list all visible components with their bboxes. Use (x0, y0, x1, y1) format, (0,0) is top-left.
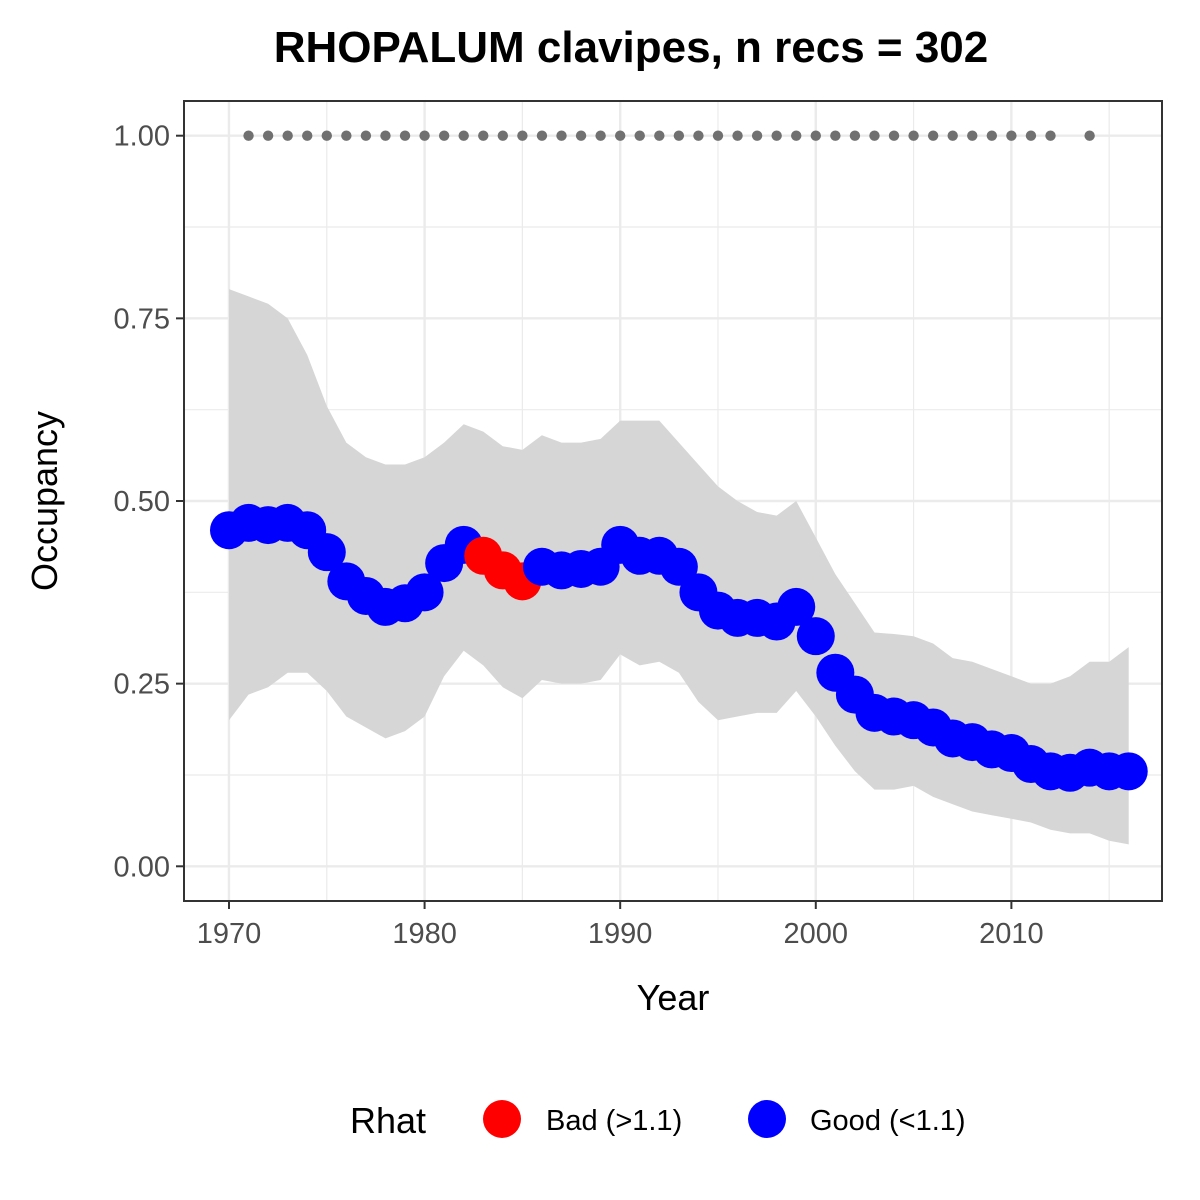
record-point (302, 130, 313, 141)
y-tick-label: 0.75 (114, 303, 170, 335)
legend-key-bad (483, 1100, 521, 1138)
record-point (751, 130, 763, 141)
legend-label-bad: Bad (>1.1) (546, 1105, 682, 1137)
x-tick-label: 1970 (197, 918, 262, 950)
x-tick-label: 1990 (588, 918, 653, 950)
occupancy-points (209, 503, 1148, 792)
record-point (712, 130, 724, 141)
record-point (986, 130, 998, 141)
y-tick-label: 0.00 (114, 851, 170, 883)
occupancy-point-good (796, 617, 835, 656)
y-axis-title: Occupancy (24, 411, 65, 591)
legend-title: Rhat (350, 1100, 426, 1141)
record-point (321, 130, 332, 141)
record-point (693, 130, 704, 141)
record-point (888, 130, 900, 141)
record-point (967, 130, 978, 141)
record-point (399, 130, 411, 141)
record-point (595, 130, 606, 141)
record-point (927, 130, 939, 141)
y-tick-label: 1.00 (114, 121, 170, 153)
record-point (360, 130, 372, 141)
record-point (771, 130, 782, 141)
occupancy-point-good (1109, 752, 1148, 791)
record-point (458, 130, 469, 141)
record-point (341, 130, 352, 141)
record-point (732, 130, 743, 141)
record-point (830, 130, 841, 141)
x-tick-label: 2010 (979, 918, 1044, 950)
record-point (614, 130, 626, 141)
record-point (282, 130, 293, 141)
plot-panel (183, 100, 1163, 902)
record-point (575, 130, 587, 141)
x-tick-label: 2000 (784, 918, 849, 950)
record-point (556, 130, 567, 141)
record-point (1045, 130, 1056, 141)
record-point (1025, 130, 1037, 141)
x-tick-label: 1980 (392, 918, 457, 950)
occupancy-point-good (307, 533, 346, 572)
record-point (947, 130, 958, 141)
y-axis: 0.00 0.25 0.50 0.75 1.00 (114, 121, 184, 883)
chart-title: RHOPALUM clavipes, n recs = 302 (274, 23, 988, 72)
y-tick-label: 0.50 (114, 486, 170, 518)
record-point (517, 130, 528, 141)
x-axis-title: Year (637, 977, 710, 1018)
record-point (1084, 130, 1095, 141)
occupancy-point-good (405, 573, 444, 612)
record-point (1006, 130, 1017, 141)
record-point (654, 130, 665, 141)
occupancy-point-good (777, 587, 816, 626)
record-point (419, 130, 430, 141)
record-point (380, 130, 391, 141)
record-point (634, 130, 645, 141)
record-point (536, 130, 548, 141)
record-point (673, 130, 685, 141)
record-point (243, 130, 254, 141)
record-point (810, 130, 821, 141)
legend-label-good: Good (<1.1) (810, 1105, 966, 1137)
record-points (243, 130, 1095, 141)
record-point (869, 130, 880, 141)
y-tick-label: 0.25 (114, 669, 170, 701)
record-point (497, 130, 509, 141)
legend: Rhat Bad (>1.1) Good (<1.1) (350, 1100, 966, 1141)
record-point (791, 130, 802, 141)
record-point (438, 130, 450, 141)
record-point (908, 130, 919, 141)
record-point (262, 130, 274, 141)
legend-key-good (748, 1100, 786, 1138)
record-point (849, 130, 861, 141)
x-axis: 1970 1980 1990 2000 2010 (197, 901, 1044, 950)
record-point (478, 130, 489, 141)
